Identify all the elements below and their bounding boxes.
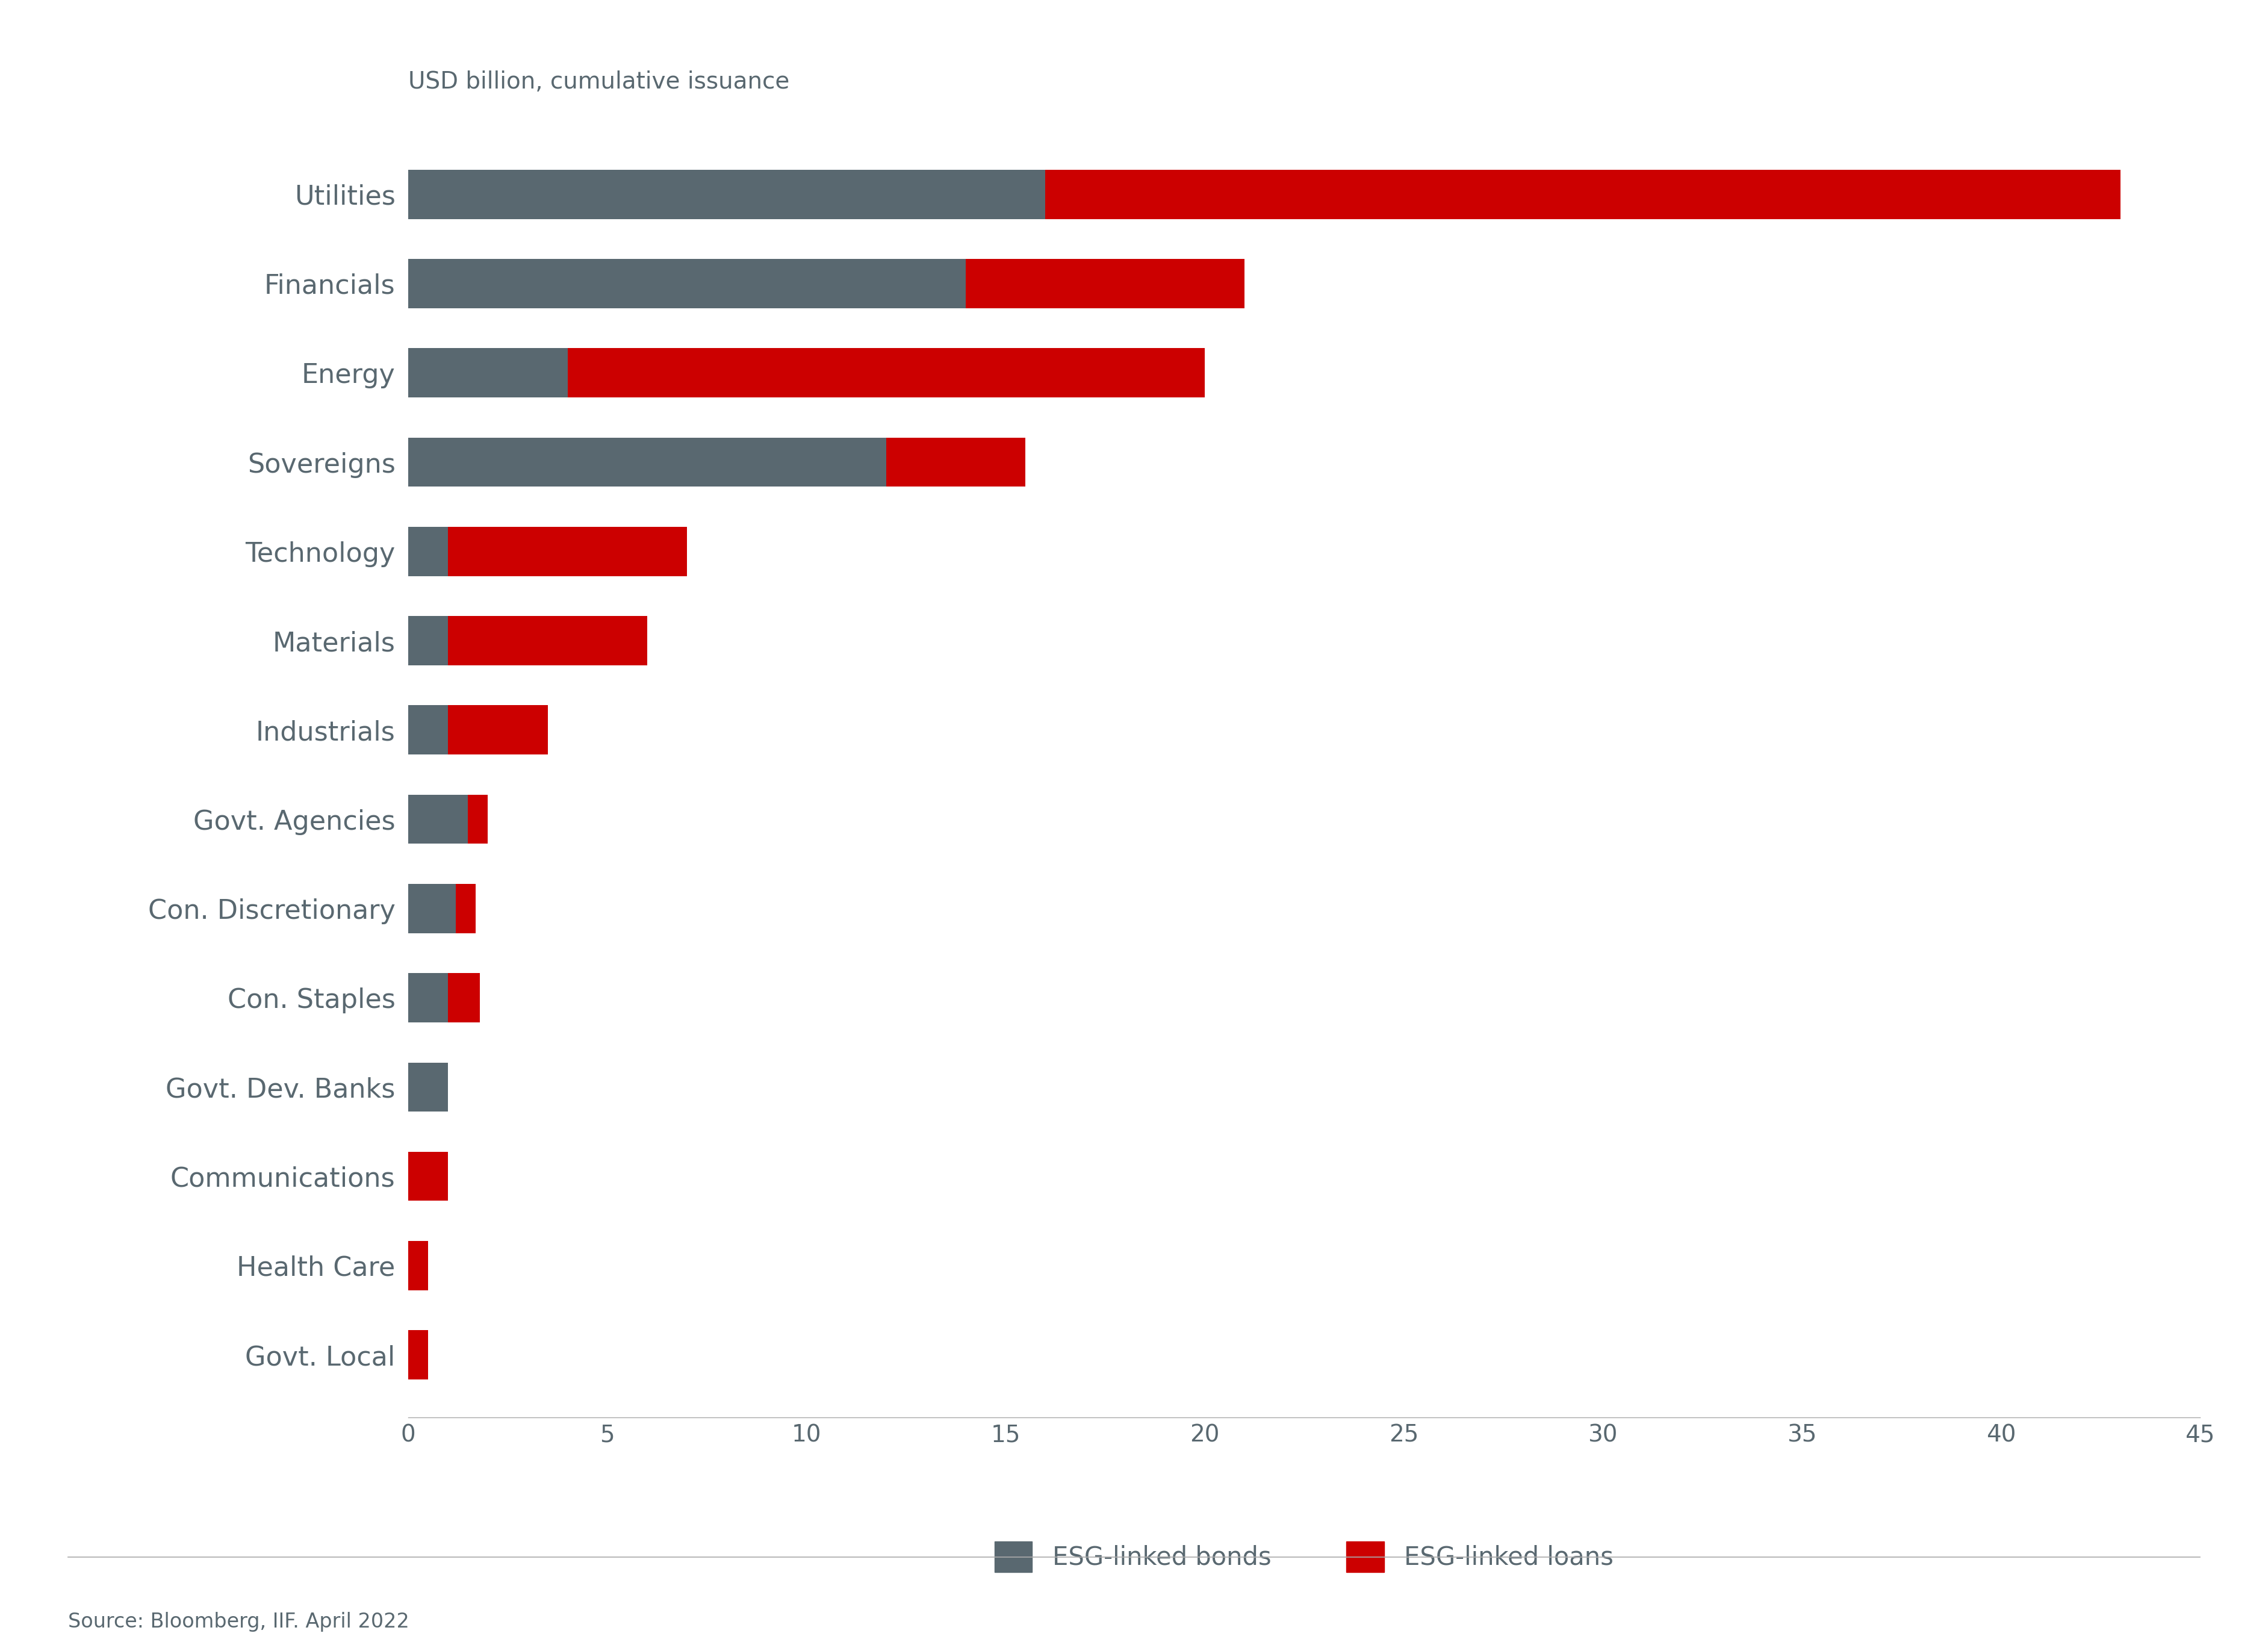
Legend: ESG-linked bonds, ESG-linked loans: ESG-linked bonds, ESG-linked loans (996, 1541, 1613, 1572)
Bar (408, 883, 456, 933)
Bar (567, 348, 1204, 397)
Bar (449, 974, 481, 1022)
Bar (408, 616, 449, 666)
Bar (408, 527, 449, 575)
Bar (408, 1152, 449, 1201)
Bar (408, 1241, 429, 1290)
Bar (408, 705, 449, 755)
Bar (408, 974, 449, 1022)
Text: USD billion, cumulative issuance: USD billion, cumulative issuance (408, 71, 789, 94)
Bar (449, 616, 646, 666)
Bar (456, 883, 476, 933)
Bar (408, 438, 887, 486)
Bar (966, 259, 1245, 308)
Bar (408, 259, 966, 308)
Bar (467, 794, 488, 844)
Bar (449, 705, 547, 755)
Bar (408, 794, 467, 844)
Text: Source: Bloomberg, IIF. April 2022: Source: Bloomberg, IIF. April 2022 (68, 1612, 408, 1632)
Bar (408, 348, 567, 397)
Bar (1046, 170, 2121, 219)
Bar (408, 1063, 449, 1111)
Bar (449, 527, 687, 575)
Bar (408, 1330, 429, 1379)
Bar (887, 438, 1025, 486)
Bar (408, 170, 1046, 219)
